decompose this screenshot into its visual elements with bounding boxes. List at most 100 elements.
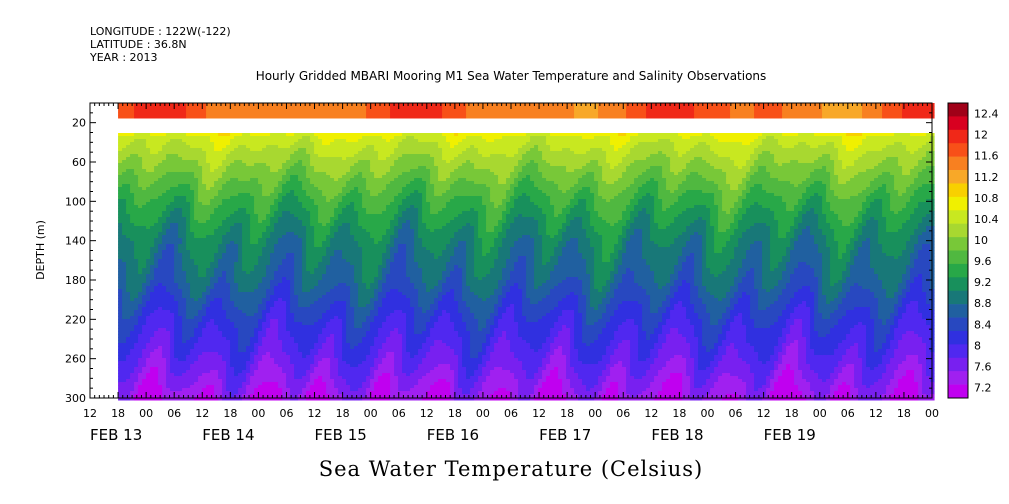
- heat-cell: [270, 271, 275, 275]
- heat-cell: [302, 166, 307, 170]
- heat-cell: [302, 361, 307, 365]
- heat-cell: [194, 196, 199, 200]
- heat-cell: [286, 247, 291, 251]
- heat-cell: [274, 319, 279, 323]
- heat-cell: [166, 169, 171, 173]
- heat-cell: [254, 103, 259, 107]
- heat-cell: [154, 223, 159, 227]
- heat-cell: [190, 292, 195, 296]
- heat-cell: [234, 397, 239, 401]
- heat-cell: [202, 199, 207, 203]
- heat-cell: [226, 274, 231, 278]
- heat-cell: [202, 274, 207, 278]
- heat-cell: [286, 181, 291, 185]
- heat-cell: [266, 190, 271, 194]
- heat-cell: [190, 334, 195, 338]
- heat-cell: [178, 280, 183, 284]
- heat-cell: [234, 172, 239, 176]
- heat-cell: [146, 151, 151, 155]
- heat-cell: [194, 382, 199, 386]
- heat-cell: [198, 334, 203, 338]
- heat-cell: [310, 337, 315, 341]
- heat-cell: [242, 295, 247, 299]
- heat-cell: [266, 382, 271, 386]
- heat-cell: [218, 181, 223, 185]
- heat-cell: [326, 379, 331, 383]
- heat-cell: [194, 244, 199, 248]
- heat-cell: [326, 382, 331, 386]
- heat-cell: [258, 247, 263, 251]
- heat-cell: [166, 337, 171, 341]
- heat-cell: [314, 286, 319, 290]
- heat-cell: [306, 388, 311, 392]
- heat-cell: [174, 214, 179, 218]
- heat-cell: [158, 343, 163, 347]
- heat-cell: [290, 217, 295, 221]
- heat-cell: [246, 133, 251, 137]
- heat-cell: [234, 280, 239, 284]
- heat-cell: [290, 220, 295, 224]
- heat-cell: [266, 154, 271, 158]
- heat-cell: [254, 169, 259, 173]
- heat-cell: [246, 334, 251, 338]
- heat-cell: [202, 148, 207, 152]
- heat-cell: [254, 151, 259, 155]
- heat-cell: [230, 259, 235, 263]
- heat-cell: [322, 256, 327, 260]
- heat-cell: [322, 280, 327, 284]
- heat-cell: [230, 256, 235, 260]
- heat-cell: [294, 166, 299, 170]
- heat-cell: [170, 133, 175, 137]
- heat-cell: [222, 310, 227, 314]
- heat-cell: [254, 196, 259, 200]
- heat-cell: [174, 325, 179, 329]
- heat-cell: [330, 106, 335, 110]
- heat-cell: [294, 136, 299, 140]
- heat-cell: [258, 289, 263, 293]
- heat-cell: [298, 280, 303, 284]
- heat-cell: [318, 211, 323, 215]
- heat-cell: [282, 286, 287, 290]
- heat-cell: [202, 394, 207, 398]
- heat-cell: [190, 220, 195, 224]
- heat-cell: [250, 184, 255, 188]
- heat-cell: [186, 274, 191, 278]
- heat-cell: [218, 166, 223, 170]
- heat-cell: [178, 334, 183, 338]
- heat-cell: [134, 112, 139, 116]
- heat-cell: [278, 394, 283, 398]
- heat-cell: [202, 208, 207, 212]
- heat-cell: [282, 268, 287, 272]
- heat-cell: [302, 283, 307, 287]
- heat-cell: [142, 208, 147, 212]
- heat-cell: [166, 235, 171, 239]
- heat-cell: [266, 241, 271, 245]
- heat-cell: [174, 208, 179, 212]
- heat-cell: [202, 307, 207, 311]
- heat-cell: [306, 298, 311, 302]
- heat-cell: [326, 205, 331, 209]
- heat-cell: [150, 154, 155, 158]
- heat-cell: [246, 238, 251, 242]
- heat-cell: [266, 358, 271, 362]
- heat-cell: [222, 220, 227, 224]
- heat-cell: [258, 325, 263, 329]
- heat-cell: [126, 193, 131, 197]
- heat-cell: [230, 286, 235, 290]
- heat-cell: [194, 145, 199, 149]
- heat-cell: [202, 388, 207, 392]
- heat-cell: [218, 202, 223, 206]
- heat-cell: [218, 238, 223, 242]
- heat-cell: [278, 169, 283, 173]
- heat-cell: [122, 166, 127, 170]
- heat-cell: [326, 304, 331, 308]
- heat-cell: [310, 184, 315, 188]
- heat-cell: [230, 313, 235, 317]
- heat-cell: [166, 364, 171, 368]
- heat-cell: [138, 190, 143, 194]
- heat-cell: [326, 202, 331, 206]
- heat-cell: [202, 172, 207, 176]
- heat-cell: [138, 271, 143, 275]
- heat-cell: [210, 187, 215, 191]
- heat-cell: [234, 301, 239, 305]
